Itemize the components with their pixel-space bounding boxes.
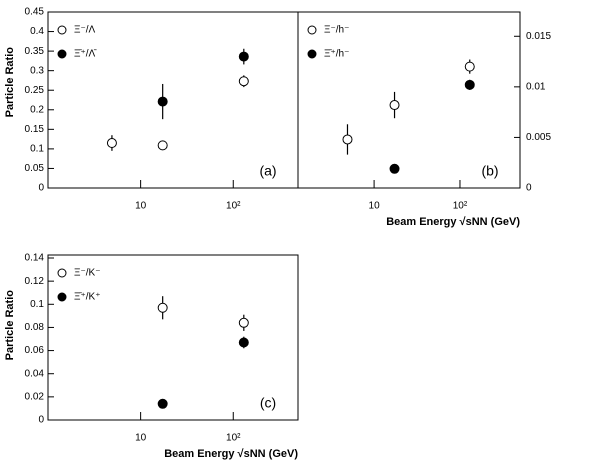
- legend-marker: [57, 25, 67, 35]
- x-tick-label: 10: [135, 433, 147, 444]
- y-tick-label: 0.12: [25, 276, 45, 287]
- data-point: [238, 51, 249, 62]
- data-point: [389, 100, 400, 111]
- panel-label: (a): [259, 163, 276, 179]
- y-tick-label: 0: [526, 183, 532, 194]
- plot-frame: [47, 11, 299, 189]
- legend-label: Ξ⁻/h⁻: [324, 25, 349, 36]
- y-axis-label: Particle Ratio: [4, 290, 16, 361]
- y-tick-label: 0.015: [526, 31, 551, 42]
- legend-marker: [57, 268, 67, 278]
- legend-marker: [57, 292, 67, 302]
- y-tick-label: 0.45: [25, 7, 45, 18]
- panel-label: (b): [481, 163, 498, 179]
- y-axis-label: Particle Ratio: [4, 47, 16, 118]
- y-tick-label: 0.35: [25, 46, 45, 57]
- legend-label: Ξ̄⁺/Λ̄: [74, 49, 97, 60]
- data-point: [238, 337, 249, 348]
- y-tick-label: 0.02: [25, 391, 45, 402]
- y-tick-label: 0.06: [25, 345, 45, 356]
- data-point: [106, 138, 117, 149]
- legend-label: Ξ⁻/K⁻: [74, 268, 101, 279]
- plot-frame: [47, 254, 299, 421]
- x-tick-label: 10²: [453, 201, 468, 212]
- y-tick-label: 0.2: [30, 104, 44, 115]
- legend-marker: [307, 49, 317, 59]
- legend-marker: [307, 25, 317, 35]
- y-tick-label: 0.08: [25, 322, 45, 333]
- data-point: [157, 96, 168, 107]
- y-tick-label: 0.04: [25, 368, 45, 379]
- y-tick-label: 0.15: [25, 124, 45, 135]
- x-axis-label: Beam Energy √sNN (GeV): [164, 448, 298, 460]
- y-tick-label: 0.3: [30, 65, 44, 76]
- data-point: [342, 134, 353, 145]
- panel-label: (c): [260, 395, 276, 411]
- legend-label: Ξ̄⁺/h⁻: [324, 49, 349, 60]
- data-point: [389, 163, 400, 174]
- x-tick-label: 10: [135, 201, 147, 212]
- data-point: [238, 76, 249, 87]
- legend-label: Ξ̄⁺/K⁺: [74, 292, 101, 303]
- y-tick-label: 0.1: [30, 144, 44, 155]
- y-tick-label: 0.25: [25, 85, 45, 96]
- y-tick-label: 0.14: [25, 253, 45, 264]
- y-tick-label: 0.1: [30, 299, 44, 310]
- data-point: [157, 140, 168, 151]
- x-axis-label: Beam Energy √sNN (GeV): [386, 216, 520, 228]
- legend-label: Ξ⁻/Λ: [74, 25, 96, 36]
- data-point: [238, 317, 249, 328]
- y-tick-label: 0: [38, 415, 44, 426]
- y-tick-label: 0.01: [526, 81, 546, 92]
- legend-marker: [57, 49, 67, 59]
- data-point: [157, 398, 168, 409]
- x-tick-label: 10²: [226, 433, 241, 444]
- x-tick-label: 10: [369, 201, 381, 212]
- data-point: [464, 61, 475, 72]
- y-tick-label: 0.05: [25, 163, 45, 174]
- y-tick-label: 0.4: [30, 26, 44, 37]
- y-tick-label: 0: [38, 183, 44, 194]
- x-tick-label: 10²: [226, 201, 241, 212]
- y-tick-label: 0.005: [526, 132, 551, 143]
- data-point: [157, 302, 168, 313]
- data-point: [464, 79, 475, 90]
- plot-frame: [297, 11, 521, 189]
